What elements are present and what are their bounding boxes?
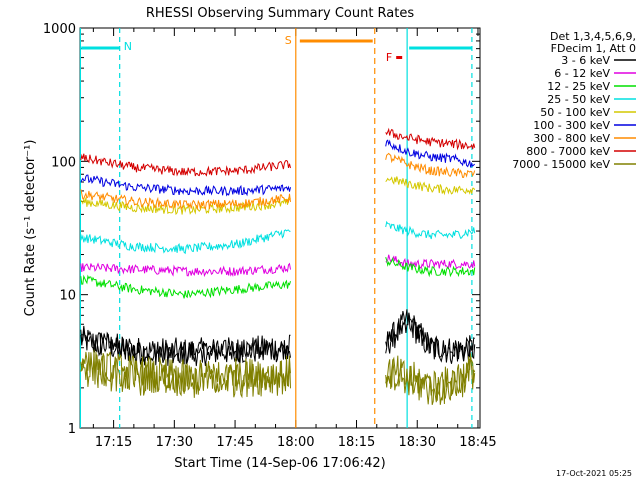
x-tick-label: 18:30 bbox=[399, 435, 436, 450]
legend-label-6: 100 - 300 keV bbox=[533, 119, 610, 132]
legend-title-line-2: FDecim 1, Att 0 bbox=[551, 42, 636, 55]
series-line-3-before bbox=[80, 274, 291, 299]
y-axis: 1 10 100 1000 bbox=[43, 22, 480, 437]
series-line-6-after bbox=[385, 139, 476, 168]
series-line-9-after-fill bbox=[385, 359, 476, 403]
legend-label-3: 12 - 25 keV bbox=[547, 80, 610, 93]
legend-label-7: 300 - 800 keV bbox=[533, 132, 610, 145]
x-axis: 17:15 17:30 17:45 18:00 18:15 18:30 18:45 bbox=[92, 28, 497, 450]
legend-label-1: 3 - 6 keV bbox=[561, 54, 610, 67]
legend-label-9: 7000 - 15000 keV bbox=[512, 158, 610, 171]
chart-title: RHESSI Observing Summary Count Rates bbox=[146, 6, 415, 21]
series-lines bbox=[80, 127, 476, 405]
y-tick-label: 100 bbox=[51, 155, 76, 170]
series-line-9-before-fill bbox=[80, 351, 291, 397]
flag-letter-f: F bbox=[386, 51, 392, 64]
legend-label-5: 50 - 100 keV bbox=[540, 106, 610, 119]
series-line-8-after bbox=[385, 127, 476, 151]
x-axis-title: Start Time (14-Sep-06 17:06:42) bbox=[174, 456, 385, 471]
series-line-1-after bbox=[385, 309, 476, 364]
x-tick-label: 17:30 bbox=[156, 435, 193, 450]
y-tick-label: 10 bbox=[59, 289, 76, 304]
y-axis-title: Count Rate (s⁻¹ detector⁻¹) bbox=[23, 140, 38, 317]
flag-letter-s: S bbox=[285, 34, 292, 47]
y-tick-label: 1000 bbox=[43, 22, 76, 37]
x-tick-label: 17:15 bbox=[95, 435, 132, 450]
flag-letter-n: N bbox=[124, 40, 132, 53]
series-line-9-after bbox=[385, 353, 476, 405]
x-tick-label: 18:00 bbox=[277, 435, 314, 450]
x-tick-label: 18:45 bbox=[459, 435, 496, 450]
flare-marker bbox=[396, 56, 403, 59]
series-line-2-before bbox=[80, 262, 291, 278]
series-line-6-before bbox=[80, 174, 291, 197]
series-line-7-before bbox=[80, 189, 291, 211]
legend-title-line-1: Det 1,3,4,5,6,9, bbox=[550, 30, 636, 43]
series-line-4-after bbox=[385, 220, 476, 240]
x-tick-label: 17:45 bbox=[216, 435, 253, 450]
legend-label-2: 6 - 12 keV bbox=[554, 67, 610, 80]
footer-date: 17-Oct-2021 05:25 bbox=[556, 469, 632, 478]
series-line-7-after bbox=[385, 152, 476, 178]
legend-label-4: 25 - 50 keV bbox=[547, 93, 610, 106]
series-line-4-before bbox=[80, 229, 291, 255]
series-line-5-after bbox=[385, 176, 476, 196]
series-line-1-before-fill bbox=[80, 329, 291, 365]
y-tick-label: 1 bbox=[68, 422, 76, 437]
legend-label-8: 800 - 7000 keV bbox=[526, 145, 610, 158]
series-line-8-before bbox=[80, 153, 291, 177]
series-line-5-before bbox=[80, 197, 291, 216]
series-line-1-after-fill bbox=[385, 312, 475, 362]
series-line-3-after bbox=[385, 256, 476, 278]
x-tick-label: 18:15 bbox=[338, 435, 375, 450]
